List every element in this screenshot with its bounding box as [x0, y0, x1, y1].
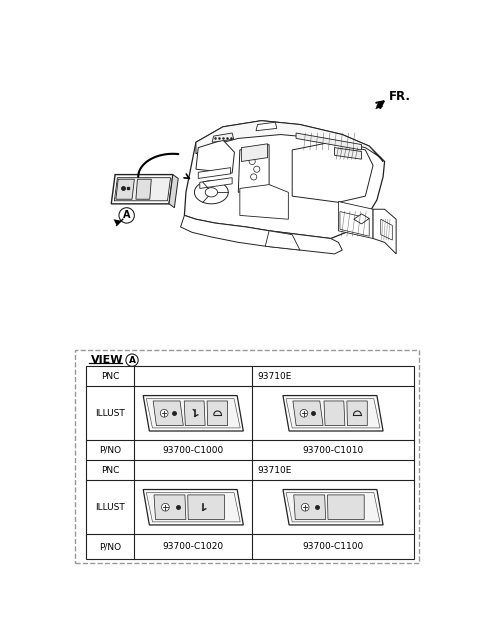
Polygon shape	[169, 175, 178, 208]
Polygon shape	[200, 178, 232, 188]
Polygon shape	[292, 142, 373, 202]
Polygon shape	[240, 184, 288, 220]
Polygon shape	[241, 144, 267, 161]
Polygon shape	[114, 178, 170, 201]
Polygon shape	[196, 121, 383, 161]
Text: ILLUST: ILLUST	[95, 503, 125, 512]
Text: 93700-C1000: 93700-C1000	[163, 445, 224, 455]
Polygon shape	[354, 214, 369, 224]
Text: 93700-C1010: 93700-C1010	[302, 445, 364, 455]
Polygon shape	[283, 396, 383, 431]
Polygon shape	[375, 102, 383, 109]
Polygon shape	[265, 231, 300, 250]
Polygon shape	[146, 399, 240, 428]
Circle shape	[254, 166, 260, 172]
Polygon shape	[340, 212, 369, 236]
Circle shape	[119, 208, 134, 223]
Polygon shape	[293, 401, 323, 426]
Polygon shape	[154, 495, 186, 520]
Text: VIEW: VIEW	[90, 355, 123, 365]
Text: PNC: PNC	[101, 372, 120, 381]
Polygon shape	[238, 145, 269, 192]
Polygon shape	[294, 495, 325, 520]
Polygon shape	[324, 401, 345, 426]
Polygon shape	[188, 495, 225, 520]
Text: 93710E: 93710E	[257, 466, 291, 475]
Polygon shape	[136, 179, 151, 199]
Polygon shape	[212, 133, 234, 142]
Text: PNC: PNC	[101, 466, 120, 475]
Polygon shape	[335, 148, 361, 159]
Polygon shape	[184, 121, 384, 239]
Polygon shape	[327, 495, 364, 520]
Polygon shape	[143, 396, 243, 431]
Circle shape	[126, 354, 138, 366]
Polygon shape	[114, 220, 121, 225]
Circle shape	[300, 410, 308, 417]
Polygon shape	[347, 401, 367, 426]
Text: 93700-C1020: 93700-C1020	[163, 542, 224, 551]
Polygon shape	[194, 180, 228, 204]
Circle shape	[160, 410, 168, 417]
Polygon shape	[338, 202, 373, 239]
Circle shape	[162, 504, 169, 511]
Polygon shape	[196, 140, 234, 173]
Text: A: A	[123, 211, 131, 220]
Text: P/NO: P/NO	[99, 445, 121, 455]
Text: ILLUST: ILLUST	[95, 409, 125, 418]
Polygon shape	[198, 168, 230, 179]
Polygon shape	[373, 209, 396, 254]
Polygon shape	[286, 399, 380, 428]
Polygon shape	[296, 133, 361, 150]
Polygon shape	[153, 401, 183, 426]
Polygon shape	[381, 220, 392, 240]
Text: FR.: FR.	[388, 90, 410, 102]
Polygon shape	[286, 493, 380, 522]
Circle shape	[251, 174, 257, 180]
Polygon shape	[256, 122, 277, 131]
Polygon shape	[283, 490, 383, 525]
Circle shape	[301, 504, 309, 511]
Text: 93710E: 93710E	[257, 372, 291, 381]
Polygon shape	[111, 175, 173, 204]
Polygon shape	[184, 401, 205, 426]
Bar	[86, 366, 414, 559]
Text: P/NO: P/NO	[99, 542, 121, 551]
Polygon shape	[207, 401, 228, 426]
Polygon shape	[116, 179, 134, 199]
Text: A: A	[129, 356, 135, 365]
Polygon shape	[146, 493, 240, 522]
Circle shape	[249, 159, 255, 164]
Polygon shape	[143, 490, 243, 525]
Bar	[75, 350, 419, 563]
Polygon shape	[180, 216, 342, 254]
Polygon shape	[205, 188, 217, 197]
Text: 93700-C1100: 93700-C1100	[302, 542, 364, 551]
